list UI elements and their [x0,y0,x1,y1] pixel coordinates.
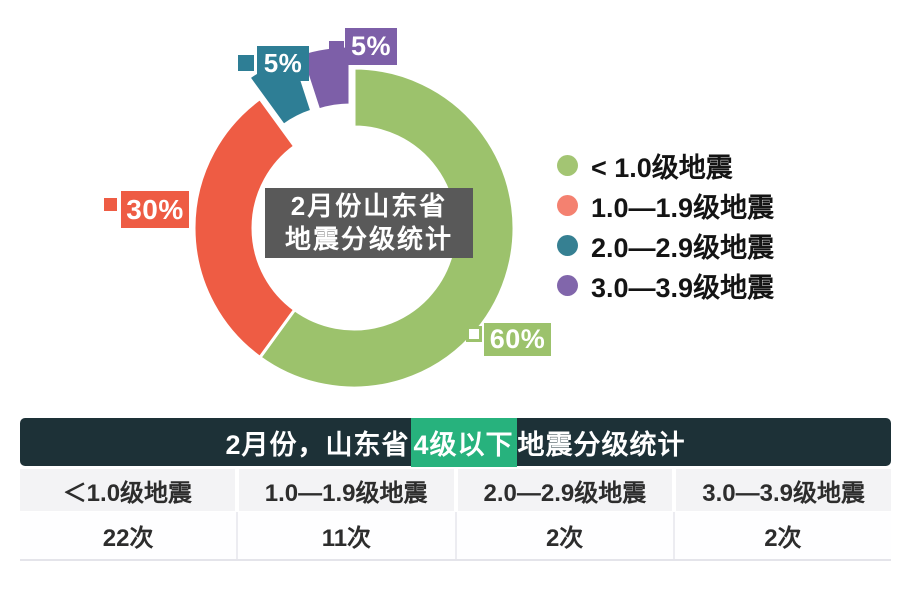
legend-dot-red-icon [557,194,578,216]
legend-dot-teal-icon [557,234,578,256]
legend-item-2to29: 2.0—2.9级地震 [557,231,774,263]
stats-table: ＜1.0级地震 1.0—1.9级地震 2.0—2.9级地震 3.0—3.9级地震… [20,469,891,561]
red-slice-percent-label: 30% [121,191,189,228]
green-slice-percent-label: 60% [484,323,551,356]
slice-1to19-red [192,96,297,360]
table-title-suffix: 地震分级统计 [517,429,686,460]
chart-center-title: 2月份山东省 地震分级统计 [265,188,473,258]
chart-center-title-line2: 地震分级统计 [284,224,453,254]
legend-item-1to19: 1.0—1.9级地震 [557,191,774,223]
table-title-prefix: 2月份，山东省 [225,429,410,460]
green-slice-square-icon [466,326,482,342]
column-header-3to39: 3.0—3.9级地震 [676,469,891,511]
legend-label: 3.0—3.9级地震 [591,272,775,303]
legend-item-lt1: < 1.0级地震 [557,151,774,183]
chart-legend: < 1.0级地震 1.0—1.9级地震 2.0—2.9级地震 3.0—3.9级地… [557,151,774,311]
table-title-highlight: 4级以下 [410,417,517,467]
column-header-lt1: ＜1.0级地震 [20,469,235,511]
count-cell-1to19: 11次 [236,512,455,559]
column-header-1to19: 1.0—1.9级地震 [238,469,454,511]
slice-3to39-purple [298,44,352,112]
legend-label: 1.0—1.9级地震 [591,192,775,223]
legend-label: < 1.0级地震 [591,152,733,183]
teal-slice-percent-label: 5% [257,46,309,81]
legend-dot-purple-icon [557,274,578,296]
count-cell-3to39: 2次 [672,512,891,559]
stats-table-header-row: ＜1.0级地震 1.0—1.9级地震 2.0—2.9级地震 3.0—3.9级地震 [20,469,891,511]
legend-item-3to39: 3.0—3.9级地震 [557,271,774,303]
column-header-2to29: 2.0—2.9级地震 [457,469,673,511]
table-title-bar: 2月份，山东省 4级以下 地震分级统计 [20,417,891,467]
teal-slice-square-icon [238,55,254,71]
legend-label: 2.0—2.9级地震 [591,232,775,263]
chart-center-title-line1: 2月份山东省 [290,191,448,221]
purple-slice-square-icon [329,41,344,56]
purple-slice-percent-label: 5% [345,28,397,65]
stats-table-value-row: 22次 11次 2次 2次 [20,512,891,561]
count-cell-lt1: 22次 [20,512,237,559]
count-cell-2to29: 2次 [454,512,673,559]
red-slice-square-icon [104,198,117,211]
legend-dot-green-icon [557,154,578,176]
